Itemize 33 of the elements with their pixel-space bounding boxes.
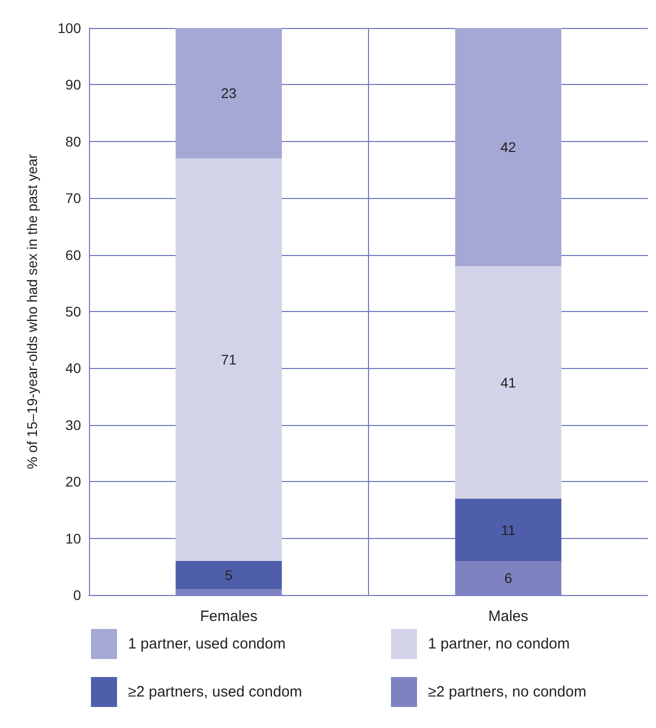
bar	[176, 158, 282, 561]
data-label: 6	[504, 570, 512, 586]
y-tick-label: 40	[65, 360, 82, 376]
y-tick-label: 70	[65, 190, 82, 206]
y-tick-label: 50	[65, 304, 82, 320]
bar	[455, 28, 562, 266]
x-tick-label: Males	[488, 608, 528, 625]
legend-label: 1 partner, no condom	[428, 636, 570, 652]
y-tick-label: 20	[65, 474, 82, 490]
x-tick-label: Females	[200, 608, 258, 625]
data-label: 71	[220, 352, 237, 368]
y-axis-title: % of 15–19-year-olds who had sex in the past year	[24, 154, 40, 470]
legend-label: ≥2 partners, no condom	[428, 684, 586, 700]
data-label: 41	[500, 374, 516, 390]
bar	[176, 28, 282, 158]
y-tick-label: 100	[58, 20, 82, 36]
data-label: 11	[500, 522, 516, 538]
data-label: 42	[500, 139, 516, 156]
data-label: 5	[224, 567, 233, 584]
y-tick-label: 80	[65, 133, 82, 150]
bar	[455, 498, 562, 561]
y-tick-label: 0	[73, 587, 82, 603]
y-tick-label: 30	[65, 416, 82, 433]
y-tick-label: 60	[65, 246, 82, 263]
bar	[455, 560, 562, 595]
bar	[455, 266, 562, 499]
bar	[176, 589, 282, 595]
y-tick-label: 90	[65, 76, 82, 93]
bar	[176, 560, 282, 590]
y-tick-label: 10	[65, 530, 82, 546]
legend-label: 1 partner, used condom	[128, 636, 286, 652]
data-label: 23	[220, 85, 237, 102]
legend-label: ≥2 partners, used condom	[128, 684, 302, 700]
